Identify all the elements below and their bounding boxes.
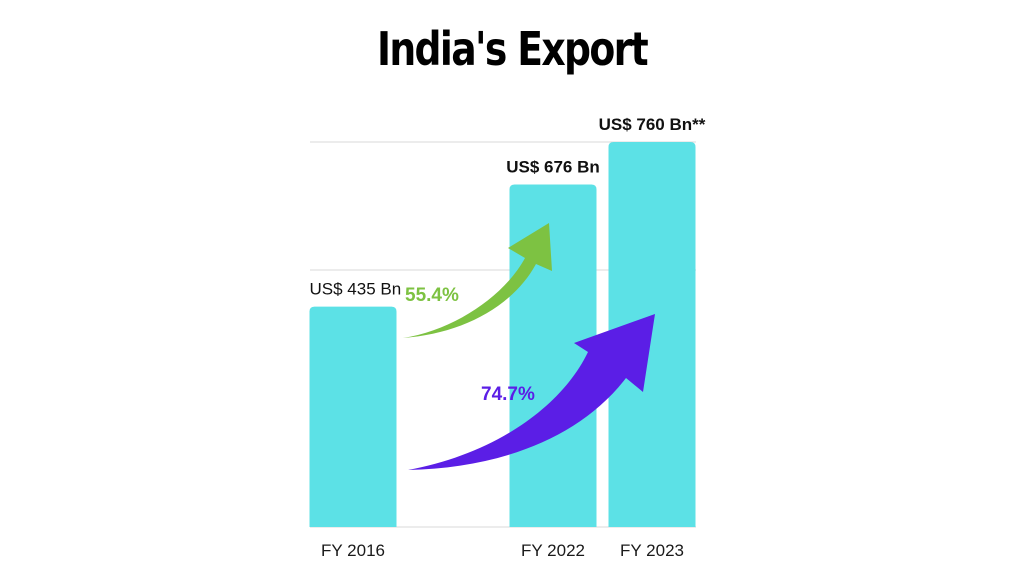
growth-label-55: 55.4% <box>405 285 459 306</box>
labels: 55.4% 74.7% FY 2016 US$ 435 Bn FY 2022 US$ … <box>310 115 706 560</box>
value-label: US$ 676 Bn <box>506 158 600 177</box>
bar-fy-2022 <box>509 184 597 528</box>
bar-fy-2016 <box>309 306 397 527</box>
bar-fy-2023 <box>608 142 696 527</box>
growth-label-74: 74.7% <box>481 384 535 405</box>
value-label: US$ 435 Bn <box>310 280 402 299</box>
growth-arrows <box>403 223 655 470</box>
growth-arrow-green <box>403 223 552 338</box>
chart-title: India's Export <box>376 22 649 76</box>
category-label: FY 2022 <box>521 541 585 560</box>
category-label: FY 2023 <box>620 541 684 560</box>
growth-arrow-purple <box>408 314 655 470</box>
value-label: US$ 760 Bn** <box>599 115 706 134</box>
category-label: FY 2016 <box>321 541 385 560</box>
